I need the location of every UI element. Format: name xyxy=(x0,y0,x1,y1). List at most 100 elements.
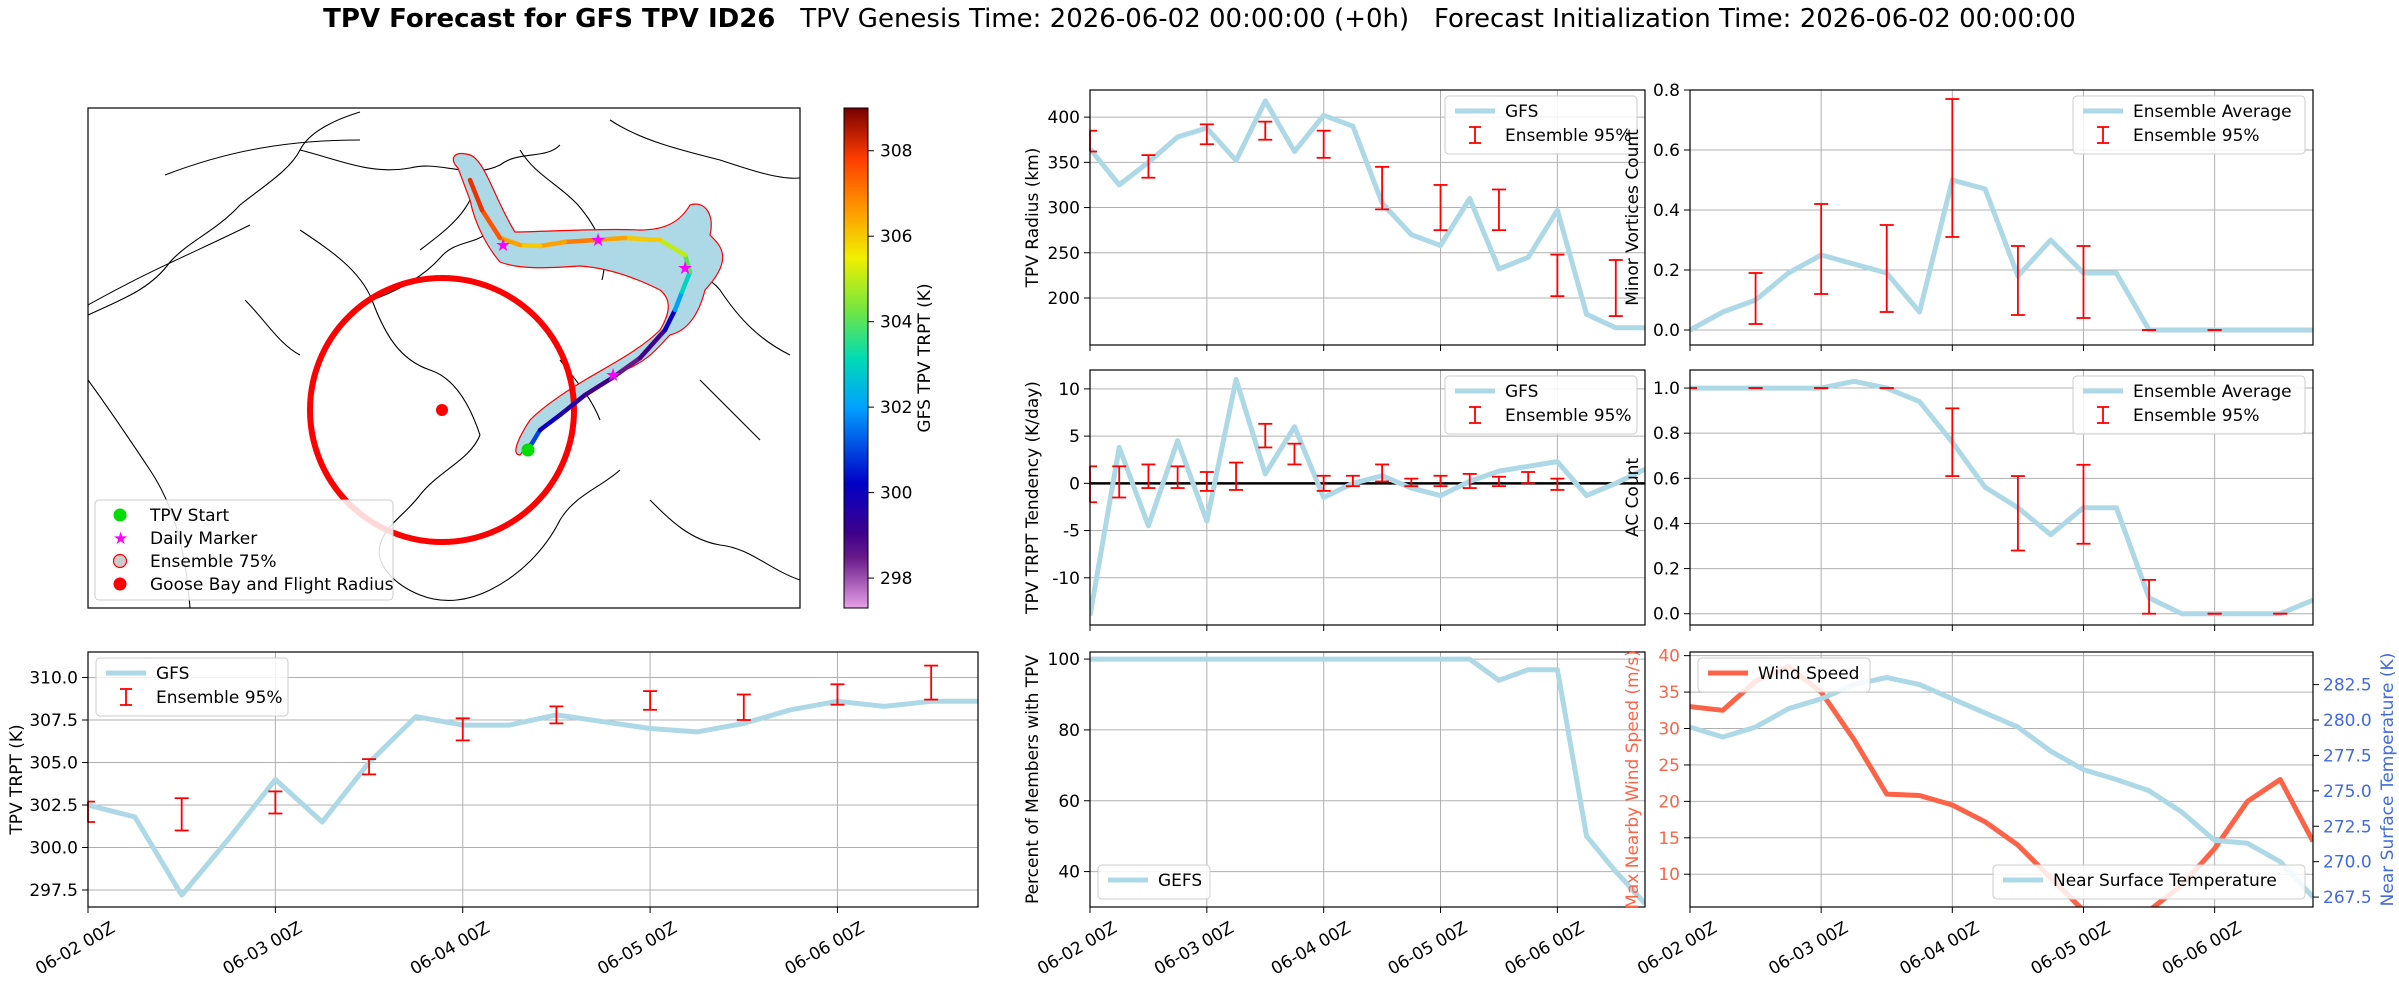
chart-panel-3: 0.0 0.2 0.4 0.6 0.8 1.0 AC Count Ensemble Avera… xyxy=(1623,369,2314,631)
map-frame xyxy=(87,107,801,609)
x-tick-label: 06-02 00Z xyxy=(1634,918,1720,979)
legend: Ensemble Average Ensemble 95% xyxy=(2072,95,2306,155)
y-tick-label: 10 xyxy=(1658,865,1680,885)
y-tick-label: 0 xyxy=(1069,474,1080,494)
track-segment xyxy=(637,327,668,361)
series-line-gfs xyxy=(1090,376,1645,617)
y-tick-label: 350 xyxy=(1048,153,1080,173)
colorbar-tick-label: 306 xyxy=(880,227,912,247)
track-segment xyxy=(609,355,643,381)
legend: Ensemble Average Ensemble 95% xyxy=(2072,375,2306,435)
y-tick-label: 0.0 xyxy=(1653,321,1680,341)
legend: GFS Ensemble 95% xyxy=(95,657,289,717)
legend-label: GEFS xyxy=(1158,871,1202,891)
y-right-axis-label: Near Surface Temperature (K) xyxy=(2378,653,2398,907)
x-tick-label: 06-03 00Z xyxy=(1765,918,1851,979)
x-tick-label: 06-02 00Z xyxy=(32,918,118,979)
axes-frame xyxy=(1689,651,2314,908)
legend-label: Ensemble 95% xyxy=(2133,126,2260,146)
legend: GEFS xyxy=(1097,864,1211,900)
y-tick-label: 0.6 xyxy=(1653,469,1680,489)
series-line-gfs xyxy=(88,698,978,898)
track-segment xyxy=(662,307,678,333)
y-tick-label: 0.0 xyxy=(1653,605,1680,625)
coastline xyxy=(88,111,361,316)
track-segment xyxy=(622,235,663,243)
track-segment xyxy=(557,392,588,418)
colorbar-tick-label: 308 xyxy=(880,142,912,162)
y-tick-label: 200 xyxy=(1048,289,1080,309)
y-axis-label: Minor Vortices Count xyxy=(1623,129,1643,306)
x-tick-label: 06-06 00Z xyxy=(1502,918,1588,979)
y-right-tick-label: 270.0 xyxy=(2323,853,2372,873)
y-axis-label: TPV TRPT (K) xyxy=(7,724,27,835)
y-right-tick-label: 277.5 xyxy=(2323,746,2372,766)
y-tick-label: 80 xyxy=(1058,721,1080,741)
track-segment xyxy=(537,412,563,433)
series-line-near-surface-temperature xyxy=(1690,675,2313,899)
title-init-time: Forecast Initialization Time: 2026-06-02… xyxy=(1433,4,2076,34)
y-tick-label: 10 xyxy=(1058,380,1080,400)
legend: GFS Ensemble 95% xyxy=(1444,95,1638,155)
x-tick-label: 06-06 00Z xyxy=(2159,918,2245,979)
y-tick-label: 100 xyxy=(1048,650,1080,670)
y-tick-label: 300 xyxy=(1048,199,1080,219)
legend-label: Ensemble Average xyxy=(2133,102,2292,122)
map-panel: ★ ★ ★ ★ ★ TPV Start Daily Marker Ensemble 75% Go… xyxy=(87,107,935,609)
series-line-ensemble-average xyxy=(1690,177,2313,333)
legend-label: Ensemble Average xyxy=(2133,382,2292,402)
axes-frame xyxy=(1689,369,2314,626)
daily-marker: ★ xyxy=(495,235,511,256)
y-tick-label: 0.6 xyxy=(1653,141,1680,161)
axes-frame xyxy=(1089,651,1646,908)
legend-box xyxy=(1097,864,1211,900)
legend-label: Near Surface Temperature xyxy=(2053,871,2277,891)
legend-label: GFS xyxy=(1505,382,1538,402)
country-border xyxy=(164,139,361,176)
coastline xyxy=(299,229,481,436)
flight-radius-circle xyxy=(307,275,577,545)
x-tick-label: 06-05 00Z xyxy=(1385,918,1471,979)
colorbar-label: GFS TPV TRPT (K) xyxy=(915,283,935,432)
colorbar xyxy=(843,107,869,609)
y-tick-label: 40 xyxy=(1058,863,1080,883)
series-line-gfs xyxy=(1090,98,1645,331)
y-tick-label: 307.5 xyxy=(29,711,78,731)
title-tpv-id: TPV Forecast for GFS TPV ID26 xyxy=(323,4,776,34)
track-segment xyxy=(679,269,693,295)
daily-marker: ★ xyxy=(590,230,606,251)
map-legend-label: TPV Start xyxy=(149,506,230,526)
map-legend-box xyxy=(94,499,394,601)
map-legend-label: Daily Marker xyxy=(150,529,257,549)
country-border xyxy=(88,224,251,306)
chart-panel-1: 0.0 0.2 0.4 0.6 0.8 Minor Vortices Count Ensem… xyxy=(1623,81,2314,351)
chart-panel-2: -10 -5 0 5 10 TPV TRPT Tendency (K/day) GFS Ens… xyxy=(1023,369,1646,631)
y-tick-label: -5 xyxy=(1063,522,1080,542)
y-tick-label: 400 xyxy=(1048,108,1080,128)
y-tick-label: 0.2 xyxy=(1653,261,1680,281)
axes-frame xyxy=(1689,89,2314,346)
tpv-start-marker xyxy=(521,443,535,457)
colorbar-tick-label: 304 xyxy=(880,313,912,333)
legend-label: GFS xyxy=(156,664,189,684)
chart-panel-6: 10 15 20 25 30 35 40 267.5 270.0 272.5 275.0 277.5 2… xyxy=(1623,647,2398,980)
y-right-tick-label: 272.5 xyxy=(2323,817,2372,837)
x-tick-label: 06-05 00Z xyxy=(594,918,680,979)
y-axis-label: TPV Radius (km) xyxy=(1023,148,1043,289)
map-legend-label: Ensemble 75% xyxy=(150,552,277,572)
x-tick-label: 06-04 00Z xyxy=(407,918,493,979)
x-tick-label: 06-04 00Z xyxy=(1897,918,1983,979)
track-segment xyxy=(537,239,568,249)
figure-title: TPV Forecast for GFS TPV ID26 TPV Genesi… xyxy=(0,4,2399,34)
y-tick-label: 0.8 xyxy=(1653,81,1680,101)
y-tick-label: 15 xyxy=(1658,829,1680,849)
legend-label: Ensemble 95% xyxy=(2133,406,2260,426)
map-legend-label: Goose Bay and Flight Radius xyxy=(150,575,394,595)
legend-start-swatch xyxy=(113,508,127,522)
goose-bay-marker xyxy=(436,404,448,416)
y-axis-label: TPV TRPT Tendency (K/day) xyxy=(1023,381,1043,615)
y-axis-label: Max Nearby Wind Speed (m/s) xyxy=(1623,650,1643,909)
coastline xyxy=(609,119,800,179)
